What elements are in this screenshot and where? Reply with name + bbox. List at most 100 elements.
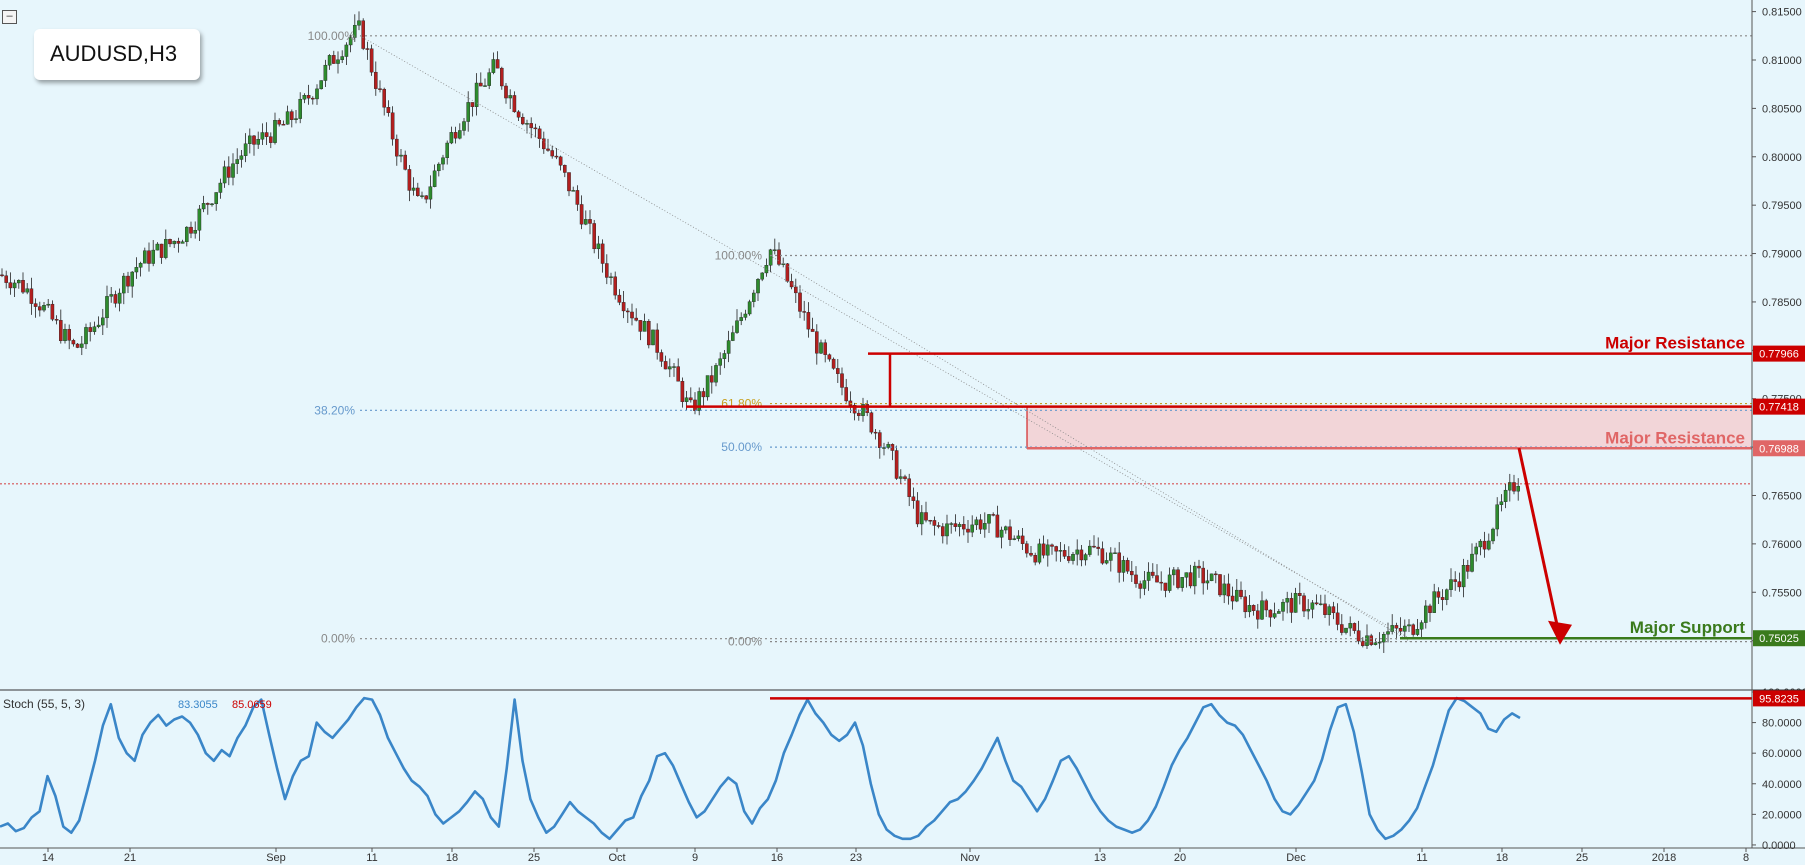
- candle: [437, 163, 441, 172]
- candle: [256, 138, 261, 145]
- candle: [1163, 582, 1168, 591]
- candle: [1113, 552, 1117, 554]
- candle: [731, 332, 735, 341]
- candle: [1037, 543, 1042, 563]
- candle: [1348, 623, 1352, 629]
- candle: [802, 311, 806, 313]
- candle: [172, 240, 177, 245]
- candle: [344, 44, 349, 57]
- candle: [684, 397, 689, 402]
- candle: [588, 219, 592, 224]
- candle: [319, 80, 324, 90]
- candle: [348, 37, 353, 46]
- candle: [714, 365, 718, 383]
- price-badge-label: 0.77418: [1759, 402, 1799, 414]
- candle: [680, 381, 685, 402]
- candle: [424, 195, 429, 200]
- candle: [63, 328, 67, 342]
- candle: [1415, 628, 1420, 635]
- candle: [1087, 545, 1092, 555]
- candle: [987, 514, 991, 524]
- candle: [46, 303, 50, 306]
- candle: [294, 118, 298, 120]
- candle: [92, 326, 97, 332]
- candle: [1062, 550, 1067, 557]
- candle: [1365, 635, 1369, 646]
- candle: [752, 292, 756, 302]
- candle: [1423, 605, 1428, 623]
- candle: [369, 48, 374, 73]
- candle: [701, 391, 706, 398]
- fib-trendline: [359, 35, 1411, 640]
- candle: [8, 282, 13, 289]
- candle: [815, 331, 819, 354]
- candle: [1419, 622, 1424, 630]
- candle: [525, 123, 529, 125]
- candle: [411, 187, 416, 191]
- candle: [903, 476, 907, 479]
- candle: [1373, 642, 1378, 645]
- candle: [416, 187, 420, 197]
- candle: [1020, 535, 1025, 544]
- candle: [928, 520, 932, 522]
- candle: [1474, 546, 1478, 555]
- candle: [151, 249, 156, 264]
- candle: [273, 120, 277, 143]
- candle: [575, 190, 580, 205]
- candle: [1159, 581, 1163, 584]
- candle: [1134, 574, 1138, 584]
- price-badge: [1753, 398, 1805, 415]
- candle: [878, 432, 882, 448]
- candle: [911, 496, 916, 501]
- candle: [96, 324, 101, 327]
- candle: [768, 249, 773, 266]
- candle: [12, 282, 17, 289]
- candle: [357, 20, 361, 26]
- candle: [936, 525, 941, 527]
- candle: [420, 195, 424, 197]
- candle: [962, 524, 966, 530]
- candle: [105, 296, 109, 319]
- candle: [836, 368, 840, 374]
- level-label: Major Support: [1630, 618, 1746, 637]
- candle: [201, 203, 206, 210]
- candle: [1176, 569, 1180, 588]
- candle: [155, 243, 160, 251]
- candle: [0, 274, 4, 277]
- candle: [1180, 577, 1184, 588]
- candle: [1268, 609, 1273, 618]
- candle: [1251, 605, 1256, 611]
- candle: [1075, 549, 1079, 555]
- candle: [642, 321, 647, 332]
- candle: [470, 102, 475, 107]
- candle: [1444, 589, 1449, 600]
- candle: [54, 319, 59, 321]
- collapse-icon[interactable]: –: [2, 10, 17, 24]
- candle: [1428, 605, 1432, 613]
- candle: [995, 514, 1000, 538]
- candle: [1360, 640, 1365, 646]
- candle: [760, 272, 764, 280]
- candle: [1167, 574, 1172, 591]
- candle: [180, 241, 185, 244]
- time-tick-label: 23: [850, 852, 862, 864]
- candle: [138, 262, 143, 268]
- candle: [1008, 526, 1012, 540]
- candle: [403, 154, 408, 170]
- candle: [1092, 545, 1096, 548]
- candle: [659, 352, 664, 362]
- candle: [798, 292, 802, 312]
- fib-level-label: 100.00%: [715, 248, 763, 262]
- candle: [336, 59, 340, 64]
- candle: [1226, 583, 1231, 597]
- time-tick-label: Oct: [608, 852, 625, 864]
- candle: [176, 240, 181, 244]
- time-tick-label: Sep: [266, 852, 286, 864]
- time-tick-label: 18: [1496, 852, 1508, 864]
- candle: [121, 275, 126, 294]
- candle: [1201, 567, 1205, 584]
- candle: [222, 166, 227, 184]
- fib-level-label: 0.00%: [321, 632, 355, 646]
- candle: [1129, 571, 1134, 576]
